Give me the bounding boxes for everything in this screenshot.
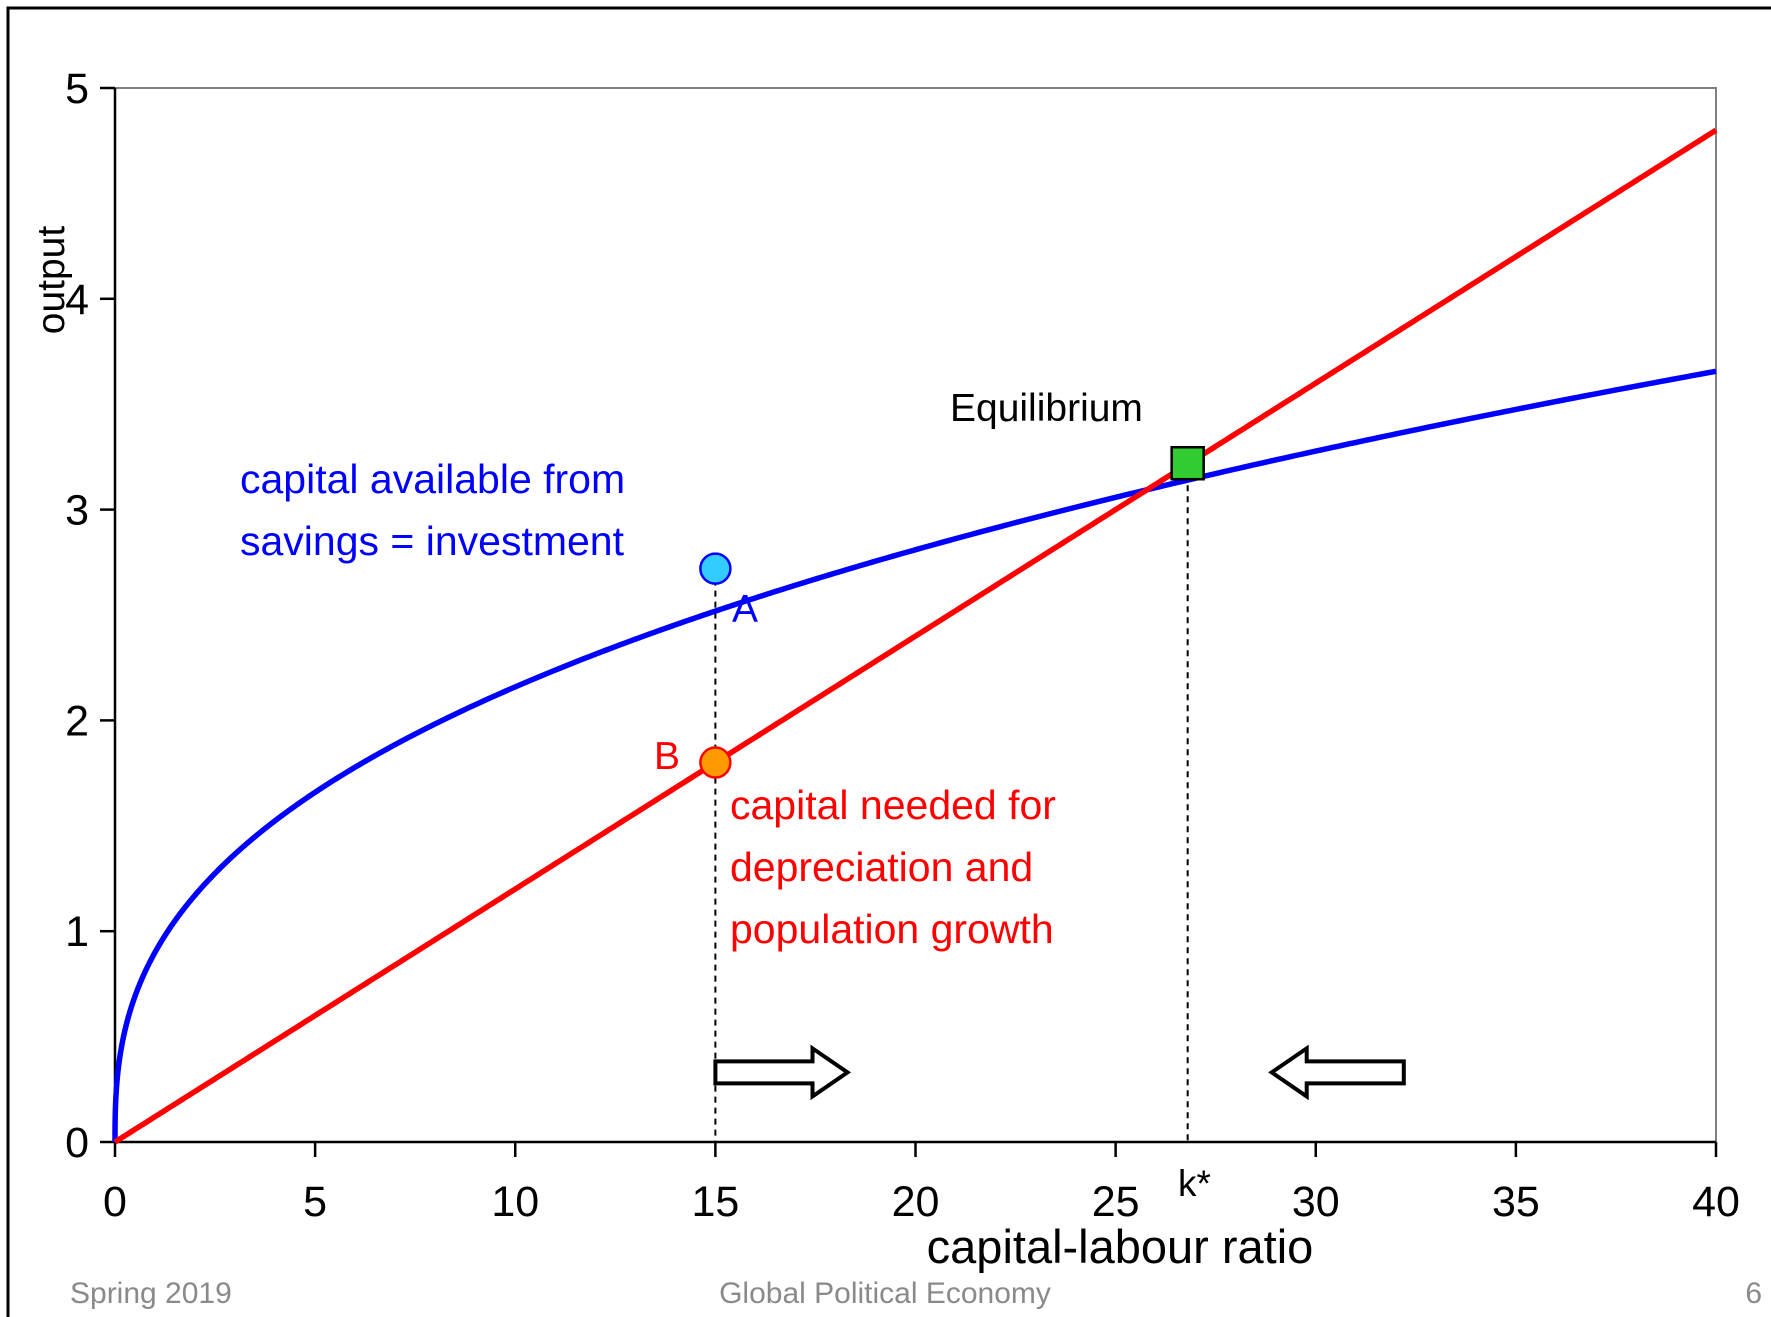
savings-investment-line	[112, 368, 1717, 1143]
blue-series-label-line-2: savings = investment	[240, 518, 625, 564]
point-b-marker	[699, 746, 732, 779]
x-tick-label: 30	[1292, 1178, 1340, 1226]
point-a-marker	[699, 552, 732, 585]
x-tick-label: 0	[103, 1178, 127, 1226]
arrow-right-icon	[713, 1044, 852, 1101]
equilibrium-label: Equilibrium	[950, 387, 1143, 430]
x-tick-label: 10	[491, 1178, 539, 1226]
x-axis-title: capital-labour ratio	[927, 1220, 1314, 1273]
y-tick-label: 1	[65, 908, 89, 956]
footer-date: Spring 2019	[70, 1277, 232, 1310]
red-series-label-line-3: population growth	[730, 906, 1054, 952]
direction-arrows	[713, 1044, 1406, 1101]
footer-page-number: 6	[1745, 1277, 1762, 1310]
red-series-label-line-2: depreciation and	[730, 844, 1033, 890]
y-tick-label: 0	[65, 1119, 89, 1167]
marked-points	[699, 445, 1205, 779]
y-tick-label: 5	[65, 65, 89, 113]
equilibrium-marker	[1170, 445, 1205, 481]
point-a-label: A	[732, 588, 758, 631]
drop-lines	[714, 463, 1189, 1142]
arrow-left-icon	[1268, 1044, 1406, 1101]
blue-series-label-line-1: capital available from	[240, 456, 625, 502]
red-series-label-line-1: capital needed for	[730, 782, 1056, 828]
kstar-label: k*	[1178, 1163, 1211, 1204]
y-tick-label: 4	[65, 276, 89, 324]
footer-course: Global Political Economy	[719, 1277, 1051, 1310]
x-tick-label: 20	[892, 1178, 940, 1226]
y-tick-label: 2	[65, 697, 89, 745]
slide-frame	[6, 6, 1771, 1317]
y-axis-title: output	[30, 226, 73, 335]
point-b-label: B	[654, 735, 680, 778]
x-tick-label: 25	[1092, 1178, 1140, 1226]
x-tick-label: 15	[691, 1178, 739, 1226]
depreciation-growth-line	[113, 127, 1718, 1145]
x-tick-label: 5	[303, 1178, 327, 1226]
x-tick-label: 40	[1692, 1178, 1740, 1226]
x-tick-label: 35	[1492, 1178, 1540, 1226]
y-tick-label: 3	[65, 487, 89, 535]
series-lines	[112, 127, 1718, 1145]
axis-ticks: 0 5 10 15 20 25 30 35 40 0 1 2 3 4 5	[65, 65, 1740, 1226]
